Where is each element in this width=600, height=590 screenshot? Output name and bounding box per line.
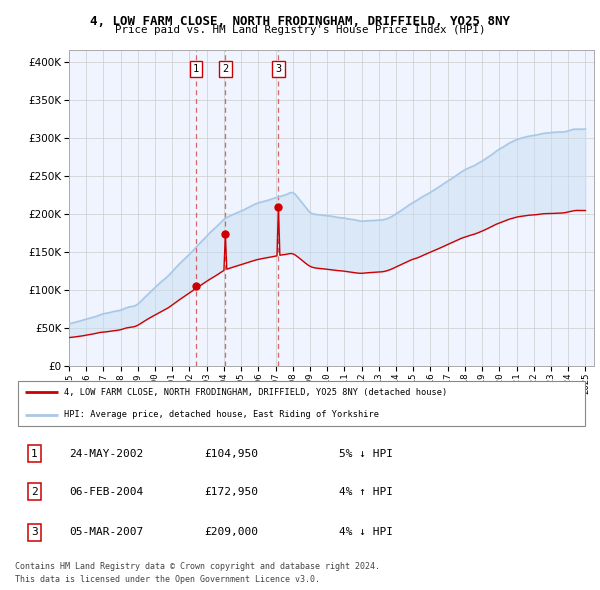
Text: 2: 2	[223, 64, 229, 74]
Text: Price paid vs. HM Land Registry's House Price Index (HPI): Price paid vs. HM Land Registry's House …	[115, 25, 485, 35]
Text: 4% ↓ HPI: 4% ↓ HPI	[339, 527, 393, 537]
Text: £209,000: £209,000	[204, 527, 258, 537]
Text: 4% ↑ HPI: 4% ↑ HPI	[339, 487, 393, 497]
Text: 2: 2	[31, 487, 38, 497]
Text: £172,950: £172,950	[204, 487, 258, 497]
Text: 06-FEB-2004: 06-FEB-2004	[70, 487, 143, 497]
Text: 1: 1	[193, 64, 199, 74]
Text: 4, LOW FARM CLOSE, NORTH FRODINGHAM, DRIFFIELD, YO25 8NY (detached house): 4, LOW FARM CLOSE, NORTH FRODINGHAM, DRI…	[64, 388, 447, 397]
FancyBboxPatch shape	[18, 381, 585, 426]
Text: 24-MAY-2002: 24-MAY-2002	[70, 448, 143, 458]
Text: 4, LOW FARM CLOSE, NORTH FRODINGHAM, DRIFFIELD, YO25 8NY: 4, LOW FARM CLOSE, NORTH FRODINGHAM, DRI…	[90, 15, 510, 28]
Text: 3: 3	[275, 64, 281, 74]
Text: 05-MAR-2007: 05-MAR-2007	[70, 527, 143, 537]
Text: 1: 1	[31, 448, 38, 458]
Text: Contains HM Land Registry data © Crown copyright and database right 2024.: Contains HM Land Registry data © Crown c…	[15, 562, 380, 571]
Text: HPI: Average price, detached house, East Riding of Yorkshire: HPI: Average price, detached house, East…	[64, 410, 379, 419]
Text: This data is licensed under the Open Government Licence v3.0.: This data is licensed under the Open Gov…	[15, 575, 320, 584]
Text: £104,950: £104,950	[204, 448, 258, 458]
Text: 3: 3	[31, 527, 38, 537]
Text: 5% ↓ HPI: 5% ↓ HPI	[339, 448, 393, 458]
